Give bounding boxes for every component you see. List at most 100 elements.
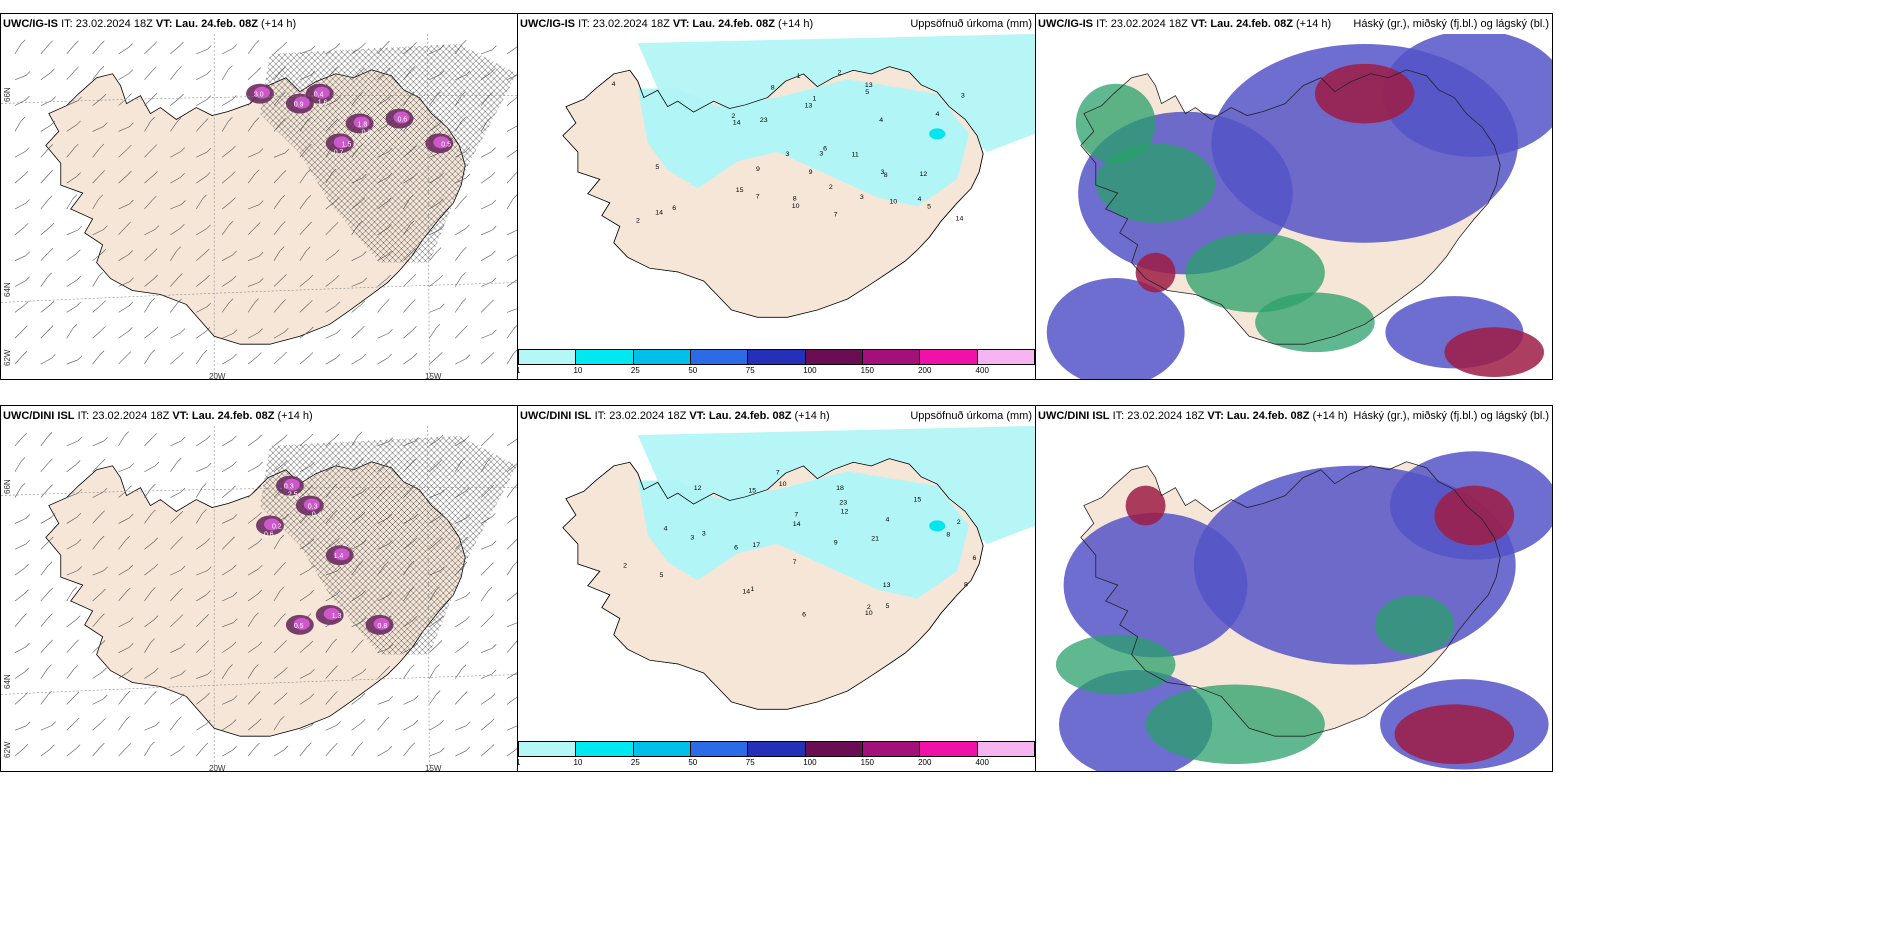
wind-barb <box>247 356 258 365</box>
wind-barb <box>247 568 259 576</box>
wind-cell-value: 0.4 <box>312 511 322 518</box>
wind-barb <box>66 590 74 602</box>
wind-barb <box>92 722 102 731</box>
precip-value: 13 <box>883 582 891 589</box>
colorbar-cells <box>518 349 1035 365</box>
wind-barb <box>92 698 104 705</box>
wind-barb <box>170 70 178 80</box>
wind-barb <box>92 304 102 313</box>
wind-barb <box>144 437 153 447</box>
model-label: UWC/IG-IS <box>3 18 58 30</box>
wind-barb <box>196 176 207 184</box>
colorbar-cell <box>862 742 921 756</box>
wind-barb <box>92 354 101 365</box>
wind-barb <box>118 47 129 55</box>
it-label: IT: 23.02.2024 18Z <box>594 410 687 422</box>
wind-barb <box>14 329 24 339</box>
wind-barb <box>325 278 336 287</box>
wind-barb <box>273 749 285 757</box>
wind-cell-value: 0.5 <box>441 141 451 148</box>
wind-barb <box>351 357 363 365</box>
precip-value: 7 <box>776 470 780 477</box>
lat-label-62w: 62W <box>3 349 12 366</box>
wind-cell-value: 3.0 <box>254 92 264 99</box>
precip-map: 14 12 6 9 8 2 4 13 10 15 14 14 7 1 3 2 3 5 3 3 4 6 10 11 8 5 23 13 4… <box>518 34 1035 349</box>
precip-value: 3 <box>786 151 790 158</box>
precip-value: 2 <box>636 218 640 225</box>
wind-barb <box>481 333 493 339</box>
wind-barb <box>66 327 74 339</box>
wind-barb <box>221 749 233 757</box>
wind-barb <box>92 44 101 55</box>
wind-barb <box>66 124 77 132</box>
mid-cloud-area <box>1374 595 1455 655</box>
wind-barb <box>92 330 102 339</box>
wind-barb <box>247 44 256 55</box>
wind-barb <box>273 250 281 261</box>
wind-barb <box>118 331 129 339</box>
wind-cell-value: 0.3 <box>308 504 318 511</box>
wind-barb <box>170 356 180 365</box>
wind-barb <box>170 720 178 731</box>
wind-barb <box>92 198 100 210</box>
wind-barb <box>403 724 414 731</box>
precip-value: 13 <box>805 103 813 110</box>
wind-barb <box>66 147 75 158</box>
wind-barb <box>506 308 517 313</box>
wind-barb <box>14 280 26 287</box>
panel-header: UWC/IG-IS IT: 23.02.2024 18Z VT: Lau. 24… <box>1 14 517 34</box>
wind-barb <box>170 332 182 339</box>
precip-sea-area <box>637 426 1035 545</box>
wind-barb <box>144 465 156 472</box>
wind-barb <box>14 748 25 757</box>
wind-barb <box>299 278 310 287</box>
wind-barb <box>170 461 178 472</box>
wind-barb <box>40 199 49 210</box>
wind-barb <box>221 489 232 498</box>
wind-barb <box>455 725 467 731</box>
wind-barb <box>170 673 182 679</box>
wind-barb <box>455 358 467 365</box>
wind-barb <box>118 621 130 628</box>
wind-barb <box>351 281 363 287</box>
wind-barb <box>14 543 26 550</box>
wind-barb <box>170 592 179 602</box>
wind-barb <box>273 355 283 365</box>
it-label: IT: 23.02.2024 18Z <box>1112 410 1205 422</box>
wind-barb <box>273 331 285 339</box>
wind-barb <box>66 464 77 472</box>
precip-max-area <box>929 520 946 532</box>
wind-barb <box>14 696 25 705</box>
wind-cell-value: 1.5 <box>342 141 352 148</box>
panel-r1-wind: UWC/DINI ISL IT: 23.02.2024 18Z VT: Lau.… <box>0 405 518 772</box>
wind-barb <box>377 669 387 679</box>
precip-value: 6 <box>972 555 976 562</box>
wind-barb <box>273 590 281 602</box>
colorbar-label: 400 <box>975 758 989 767</box>
wind-barb <box>66 619 77 628</box>
wind-barb <box>40 72 51 80</box>
wind-barb <box>506 328 515 339</box>
precip-value: 8 <box>946 532 950 539</box>
wind-barb <box>40 148 50 158</box>
wind-barb <box>273 225 282 236</box>
wind-barb <box>247 226 257 236</box>
precip-value: 8 <box>884 172 888 179</box>
wind-barb <box>170 491 182 498</box>
wind-barb <box>40 517 52 524</box>
wind-barb <box>40 725 52 731</box>
precip-value: 2 <box>867 604 871 611</box>
wind-barb <box>247 542 259 550</box>
wind-barb <box>14 487 22 498</box>
wind-barb <box>247 255 260 261</box>
precip-value: 12 <box>841 509 849 516</box>
wind-map: 0.3 0.3 0.2 1.4 0.8 1.3 0.5 2.5 0.4 0.6 <box>1 426 517 771</box>
wind-barb <box>170 618 180 628</box>
wind-barb <box>170 228 181 236</box>
wind-barb <box>221 224 230 236</box>
wind-barb <box>196 466 208 473</box>
colorbar-label: 150 <box>860 758 875 767</box>
wind-barb <box>66 668 75 679</box>
wind-barb <box>377 357 388 365</box>
precip-value: 6 <box>734 545 738 552</box>
